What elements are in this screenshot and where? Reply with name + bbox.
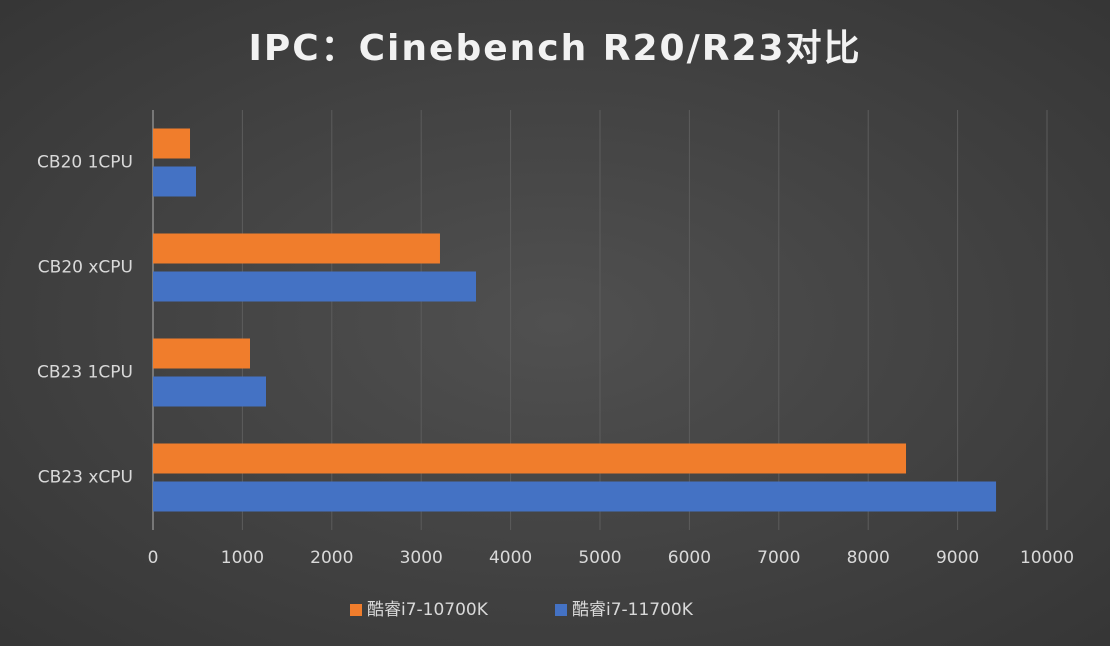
bar bbox=[153, 166, 197, 197]
bar bbox=[153, 481, 997, 512]
x-tick-label: 4000 bbox=[489, 548, 532, 568]
bar bbox=[153, 233, 440, 264]
y-tick-label: CB20 xCPU bbox=[38, 258, 133, 278]
legend-label: 酷睿i7-10700K bbox=[367, 600, 489, 620]
x-tick-label: 10000 bbox=[1020, 548, 1074, 568]
bar bbox=[153, 128, 191, 159]
x-tick-label: 8000 bbox=[847, 548, 890, 568]
bar bbox=[153, 376, 267, 407]
y-tick-label: CB20 1CPU bbox=[37, 153, 133, 173]
x-tick-label: 7000 bbox=[757, 548, 800, 568]
bar bbox=[153, 271, 477, 302]
y-tick-label: CB23 xCPU bbox=[38, 468, 133, 488]
legend-swatch bbox=[555, 604, 567, 616]
legend-swatch bbox=[350, 604, 362, 616]
chart-title: IPC：Cinebench R20/R23对比 bbox=[248, 28, 861, 69]
legend-label: 酷睿i7-11700K bbox=[572, 600, 694, 620]
x-tick-label: 2000 bbox=[310, 548, 353, 568]
bar bbox=[153, 338, 250, 369]
bar bbox=[153, 443, 907, 474]
x-tick-label: 3000 bbox=[400, 548, 443, 568]
x-tick-label: 1000 bbox=[221, 548, 264, 568]
x-tick-label: 0 bbox=[148, 548, 159, 568]
y-tick-label: CB23 1CPU bbox=[37, 363, 133, 383]
x-tick-label: 9000 bbox=[936, 548, 979, 568]
x-tick-label: 6000 bbox=[668, 548, 711, 568]
x-tick-label: 5000 bbox=[578, 548, 621, 568]
